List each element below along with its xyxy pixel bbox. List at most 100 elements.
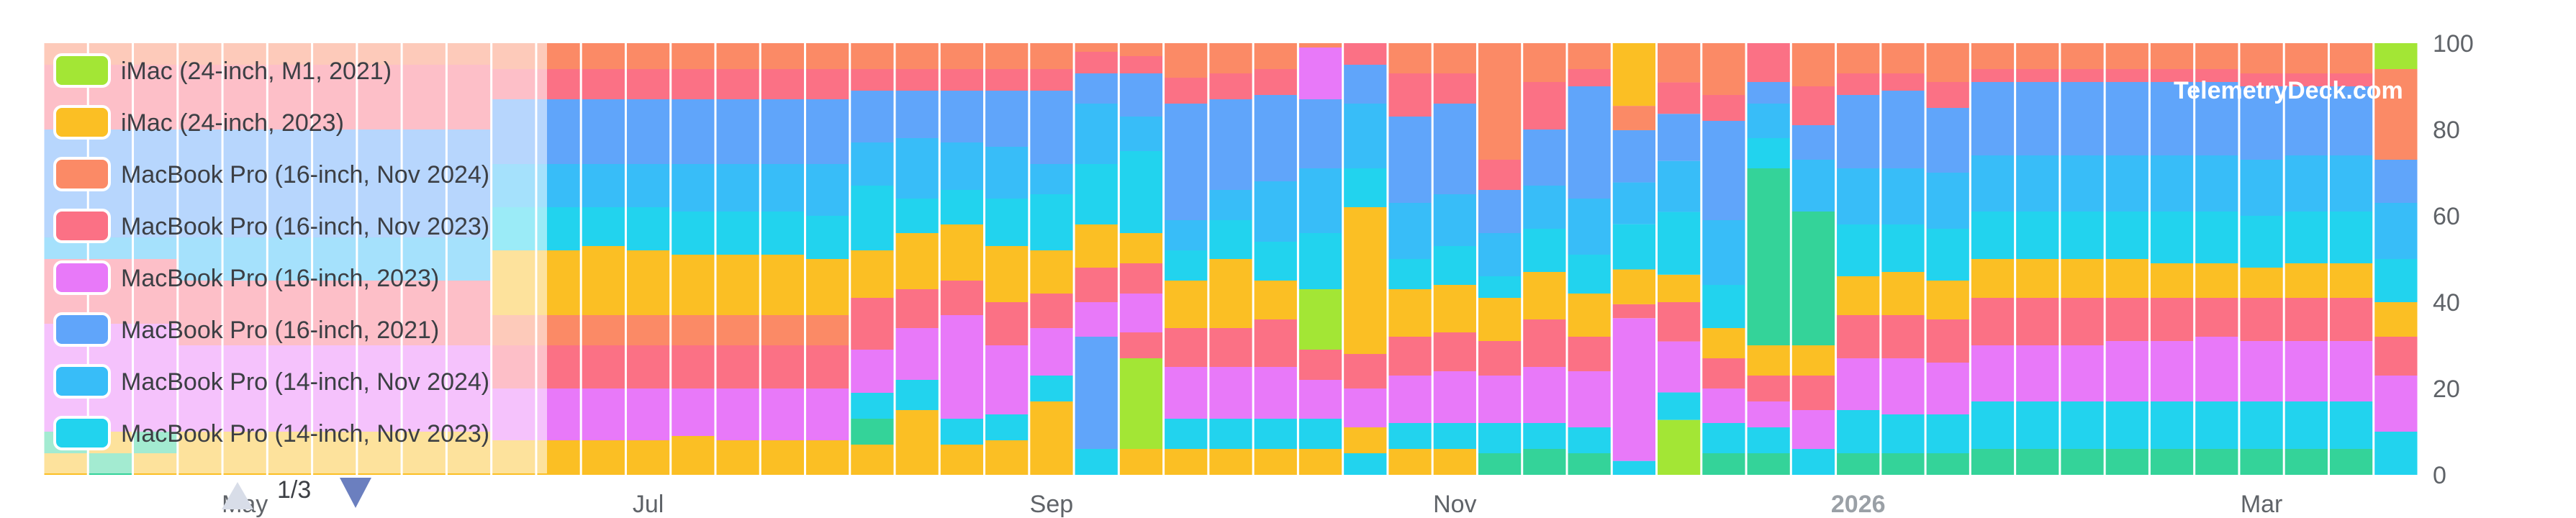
bar-42-segment-4[interactable] <box>1881 315 1925 358</box>
bar-47-segment-7[interactable] <box>2105 155 2148 212</box>
bar-38-segment-3[interactable] <box>1702 388 1745 423</box>
bar-13-segment-9[interactable] <box>582 69 625 99</box>
bar-50-segment-6[interactable] <box>2240 216 2283 268</box>
bar-28-segment-6[interactable] <box>1254 242 1297 281</box>
bar-44-segment-5[interactable] <box>1971 259 2015 298</box>
bar-53-segment-4[interactable] <box>2374 302 2418 337</box>
bar-24-segment-1[interactable] <box>1075 449 1118 475</box>
bar-44-segment-7[interactable] <box>1971 155 2015 212</box>
bar-27-segment-3[interactable] <box>1209 367 1252 419</box>
bar-51-segment-6[interactable] <box>2284 212 2328 263</box>
bar-22-segment-5[interactable] <box>985 246 1029 302</box>
bar-45-segment-3[interactable] <box>2016 345 2059 401</box>
bar-17-segment-10[interactable] <box>761 43 804 69</box>
bar-25-segment-4[interactable] <box>1119 294 1163 332</box>
bar-22-segment-6[interactable] <box>985 199 1029 246</box>
bar-36-segment-1[interactable] <box>1612 460 1656 475</box>
bar-22-segment-9[interactable] <box>985 69 1029 91</box>
bar-31-segment-5[interactable] <box>1388 289 1432 337</box>
bar-23-segment-10[interactable] <box>1030 43 1073 69</box>
bar-36-segment-6[interactable] <box>1612 182 1656 224</box>
bar-19-segment-10[interactable] <box>851 69 894 91</box>
bar-45-segment-4[interactable] <box>2016 298 2059 345</box>
bar-48-segment-7[interactable] <box>2150 155 2194 212</box>
bar-19-segment-3[interactable] <box>851 393 894 419</box>
bar-20-segment-1[interactable] <box>895 410 939 475</box>
bar-45-segment-1[interactable] <box>2016 449 2059 475</box>
bar-51-segment-1[interactable] <box>2284 449 2328 475</box>
bar-28-segment-8[interactable] <box>1254 95 1297 181</box>
bar-15-segment-10[interactable] <box>672 43 715 69</box>
bar-33-segment-6[interactable] <box>1478 276 1522 298</box>
bar-24-segment-6[interactable] <box>1075 164 1118 224</box>
bar-26-segment-8[interactable] <box>1165 104 1208 220</box>
bar-46-segment-9[interactable] <box>2061 69 2104 82</box>
bar-18-segment-3[interactable] <box>805 345 849 388</box>
bar-32-segment-2[interactable] <box>1433 423 1476 449</box>
bar-17-segment-8[interactable] <box>761 99 804 164</box>
bar-17-segment-4[interactable] <box>761 315 804 345</box>
bar-51-segment-3[interactable] <box>2284 341 2328 401</box>
bar-29-segment-7[interactable] <box>1298 168 1342 233</box>
bar-53-segment-7[interactable] <box>2374 160 2418 203</box>
bar-52-segment-7[interactable] <box>2329 155 2373 212</box>
bar-47-segment-2[interactable] <box>2105 401 2148 449</box>
bar-32-segment-8[interactable] <box>1433 104 1476 194</box>
bar-52-segment-2[interactable] <box>2329 401 2373 449</box>
bar-46-segment-3[interactable] <box>2061 345 2104 401</box>
bar-49-segment-6[interactable] <box>2195 212 2238 263</box>
bar-40-segment-4[interactable] <box>1791 345 1835 376</box>
bar-31-segment-7[interactable] <box>1388 203 1432 259</box>
bar-15-segment-8[interactable] <box>672 99 715 164</box>
bar-14-segment-6[interactable] <box>626 207 670 250</box>
bar-47-segment-10[interactable] <box>2105 43 2148 69</box>
bar-33-segment-4[interactable] <box>1478 341 1522 376</box>
bar-21-segment-7[interactable] <box>940 142 984 190</box>
bar-18-segment-8[interactable] <box>805 99 849 164</box>
bar-18-segment-7[interactable] <box>805 164 849 216</box>
pager-down-arrow-icon[interactable] <box>340 478 371 508</box>
bar-49-segment-8[interactable] <box>2195 82 2238 155</box>
bar-42-segment-1[interactable] <box>1881 453 1925 475</box>
bar-53-segment-1[interactable] <box>2374 432 2418 475</box>
bar-35-segment-7[interactable] <box>1568 199 1611 255</box>
bar-43-segment-3[interactable] <box>1926 363 1969 414</box>
bar-13-segment-10[interactable] <box>582 43 625 69</box>
bar-42-segment-7[interactable] <box>1881 168 1925 224</box>
bar-27-segment-9[interactable] <box>1209 73 1252 99</box>
bar-32-segment-3[interactable] <box>1433 371 1476 423</box>
bar-42-segment-3[interactable] <box>1881 358 1925 414</box>
bar-24-segment-3[interactable] <box>1075 302 1118 337</box>
bar-22-segment-3[interactable] <box>985 345 1029 414</box>
bar-18-segment-5[interactable] <box>805 259 849 315</box>
bar-48-segment-2[interactable] <box>2150 401 2194 449</box>
bar-13-segment-5[interactable] <box>582 246 625 315</box>
bar-27-segment-1[interactable] <box>1209 449 1252 475</box>
bar-47-segment-3[interactable] <box>2105 341 2148 401</box>
bar-48-segment-8[interactable] <box>2150 82 2194 155</box>
bar-29-segment-2[interactable] <box>1298 419 1342 449</box>
bar-17-segment-5[interactable] <box>761 255 804 315</box>
bar-26-segment-3[interactable] <box>1165 367 1208 419</box>
bar-50-segment-1[interactable] <box>2240 449 2283 475</box>
bar-29-segment-8[interactable] <box>1298 99 1342 168</box>
bar-50-segment-2[interactable] <box>2240 401 2283 449</box>
bar-45-segment-8[interactable] <box>2016 82 2059 155</box>
bar-49-segment-2[interactable] <box>2195 401 2238 449</box>
bar-25-segment-10[interactable] <box>1119 56 1163 73</box>
bar-41-segment-10[interactable] <box>1837 43 1880 73</box>
bar-39-segment-6[interactable] <box>1747 168 1790 345</box>
bar-20-segment-6[interactable] <box>895 199 939 233</box>
bar-44-segment-1[interactable] <box>1971 449 2015 475</box>
bar-52-segment-1[interactable] <box>2329 449 2373 475</box>
bar-53-segment-3[interactable] <box>2374 337 2418 376</box>
bar-43-segment-4[interactable] <box>1926 319 1969 363</box>
bar-46-segment-4[interactable] <box>2061 298 2104 345</box>
bar-41-segment-2[interactable] <box>1837 410 1880 453</box>
bar-29-segment-4[interactable] <box>1298 350 1342 380</box>
bar-38-segment-7[interactable] <box>1702 220 1745 285</box>
bar-34-segment-7[interactable] <box>1523 186 1566 229</box>
bar-17-segment-3[interactable] <box>761 345 804 388</box>
bar-46-segment-6[interactable] <box>2061 212 2104 259</box>
legend-pager[interactable]: 1/3 <box>222 476 371 509</box>
